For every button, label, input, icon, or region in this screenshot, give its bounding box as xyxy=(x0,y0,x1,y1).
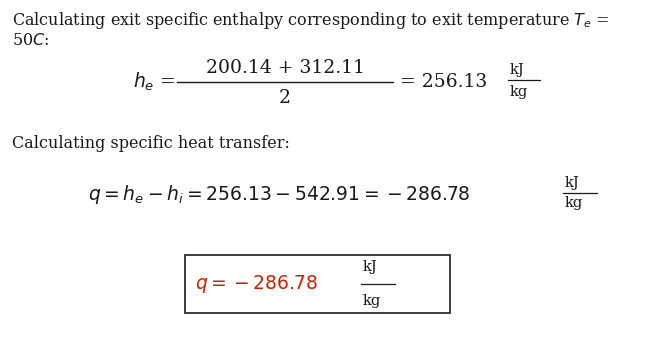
Text: kJ: kJ xyxy=(510,63,525,77)
Text: 200.14 + 312.11: 200.14 + 312.11 xyxy=(205,59,364,77)
Text: kJ: kJ xyxy=(363,260,378,274)
Text: kg: kg xyxy=(565,196,583,210)
Text: kg: kg xyxy=(363,294,381,308)
Text: kg: kg xyxy=(510,85,528,99)
Text: = 256.13: = 256.13 xyxy=(400,73,487,91)
Text: $q = h_e - h_i = 256.13 - 542.91 = -286.78$: $q = h_e - h_i = 256.13 - 542.91 = -286.… xyxy=(88,183,471,206)
Text: 50$C$:: 50$C$: xyxy=(12,32,49,49)
FancyBboxPatch shape xyxy=(185,255,450,313)
Text: $q = -286.78$: $q = -286.78$ xyxy=(195,273,318,295)
Text: Calculating exit specific enthalpy corresponding to exit temperature $T_e$ =: Calculating exit specific enthalpy corre… xyxy=(12,10,610,31)
Text: Calculating specific heat transfer:: Calculating specific heat transfer: xyxy=(12,135,290,152)
Text: kJ: kJ xyxy=(565,176,580,190)
Text: 2: 2 xyxy=(279,89,291,107)
Text: $h_e$ =: $h_e$ = xyxy=(133,71,175,93)
